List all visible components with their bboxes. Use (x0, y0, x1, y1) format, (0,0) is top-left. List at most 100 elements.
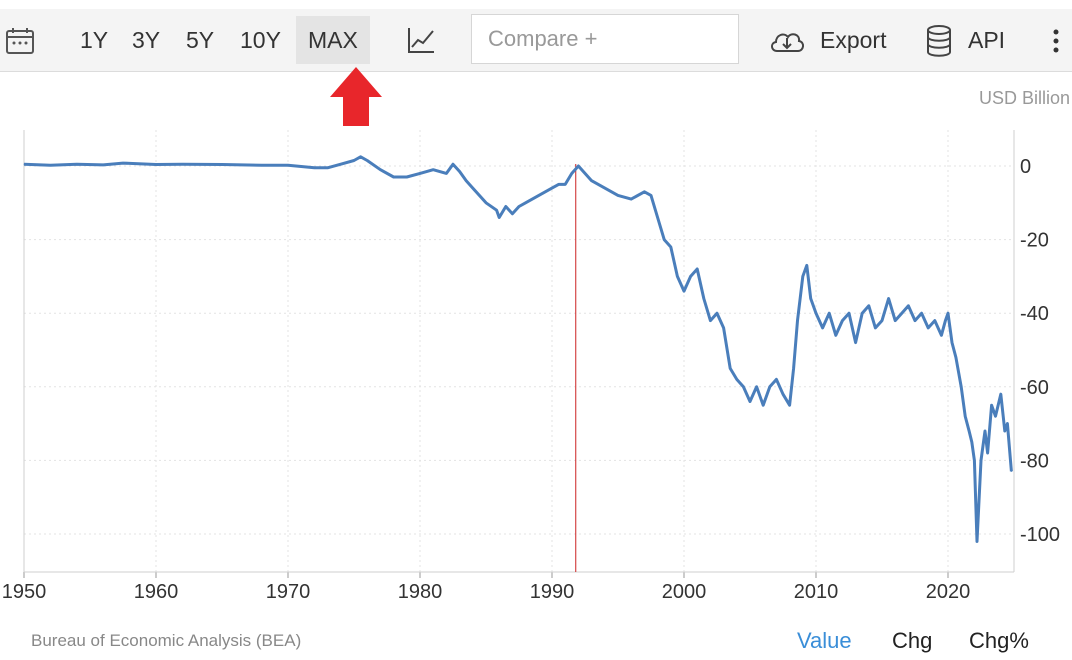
data-point (496, 209, 498, 211)
series-line (23, 155, 1013, 543)
data-point (155, 164, 157, 166)
tab-value[interactable]: Value (797, 628, 852, 653)
data-point (802, 275, 804, 277)
data-point (505, 205, 507, 207)
data-point (793, 367, 795, 369)
data-point (327, 167, 329, 169)
range-button-10y[interactable]: 10Y (240, 27, 281, 53)
data-point (663, 239, 665, 241)
database-icon[interactable] (926, 25, 952, 62)
data-point (775, 378, 777, 380)
data-point (822, 327, 824, 329)
data-point (756, 386, 758, 388)
data-point (944, 320, 946, 322)
data-point (868, 305, 870, 307)
data-point (976, 540, 978, 542)
data-point (703, 297, 705, 299)
export-button[interactable]: Export (820, 27, 887, 53)
y-tick-label: -80 (1020, 450, 1049, 472)
data-point (459, 171, 461, 173)
data-point (762, 404, 764, 406)
data-point (947, 312, 949, 314)
data-point (604, 187, 606, 189)
data-point (968, 430, 970, 432)
data-point (498, 217, 500, 219)
data-point (835, 334, 837, 336)
data-point (221, 164, 223, 166)
vertical-dots-icon[interactable] (1051, 28, 1061, 59)
data-point (313, 167, 315, 169)
toolbar: 1Y 3Y 5Y 10Y MAX Export API (0, 9, 1072, 72)
data-point (991, 404, 993, 406)
data-point (951, 342, 953, 344)
data-point (987, 452, 989, 454)
data-point (511, 213, 513, 215)
unit-label: USD Billion (978, 88, 1070, 108)
data-point (23, 163, 25, 165)
data-point (472, 187, 474, 189)
data-point (432, 169, 434, 171)
data-point (934, 320, 936, 322)
data-point (960, 386, 962, 388)
data-point (564, 183, 566, 185)
data-point (716, 312, 718, 314)
data-point (736, 378, 738, 380)
data-point (828, 312, 830, 314)
data-point (841, 320, 843, 322)
data-point (518, 205, 520, 207)
x-tick-label: 2010 (794, 581, 839, 603)
data-point (984, 430, 986, 432)
data-point (558, 183, 560, 185)
range-button-max[interactable]: MAX (296, 16, 370, 64)
data-point (1004, 430, 1006, 432)
data-point (881, 320, 883, 322)
data-point (810, 297, 812, 299)
data-point (729, 367, 731, 369)
data-point (782, 393, 784, 395)
x-tick-label: 1990 (530, 581, 575, 603)
line-chart: 0 -20 -40 -60 -80 -100 1950 1960 1970 1980 1990 20… (2, 130, 1060, 603)
data-point (525, 202, 527, 204)
data-point (452, 163, 454, 165)
data-point (980, 459, 982, 461)
data-point (769, 386, 771, 388)
data-point (577, 165, 579, 167)
data-point (874, 327, 876, 329)
data-point (971, 441, 973, 443)
data-point (670, 246, 672, 248)
data-point (901, 312, 903, 314)
data-point (964, 415, 966, 417)
tab-chg-percent[interactable]: Chg% (969, 628, 1029, 653)
calendar-icon[interactable] (5, 26, 35, 61)
source-link[interactable]: Bureau of Economic Analysis (BEA) (31, 631, 302, 650)
compare-input[interactable] (471, 14, 739, 64)
data-point (894, 320, 896, 322)
y-tick-label: 0 (1020, 156, 1031, 178)
y-tick-label: -20 (1020, 230, 1049, 252)
y-tick-label: -40 (1020, 303, 1049, 325)
data-point (406, 176, 408, 178)
plot-area (23, 155, 1013, 572)
api-button[interactable]: API (968, 27, 1006, 53)
range-button-1y[interactable]: 1Y (80, 27, 109, 53)
data-point (921, 312, 923, 314)
x-tick-label: 1970 (266, 581, 311, 603)
data-point (76, 163, 78, 165)
range-button-3y[interactable]: 3Y (132, 27, 161, 53)
data-point (797, 320, 799, 322)
range-button-5y[interactable]: 5Y (186, 27, 215, 53)
line-chart-icon[interactable] (406, 25, 436, 60)
data-point (485, 202, 487, 204)
tab-chg[interactable]: Chg (892, 628, 933, 653)
data-point (617, 194, 619, 196)
cloud-download-icon[interactable] (768, 27, 806, 60)
data-point (861, 312, 863, 314)
x-tick-label: 2020 (926, 581, 971, 603)
data-point (723, 327, 725, 329)
data-point (445, 172, 447, 174)
data-point (366, 159, 368, 161)
data-point (181, 163, 183, 165)
data-point (538, 194, 540, 196)
data-point (360, 156, 362, 158)
data-point (806, 264, 808, 266)
